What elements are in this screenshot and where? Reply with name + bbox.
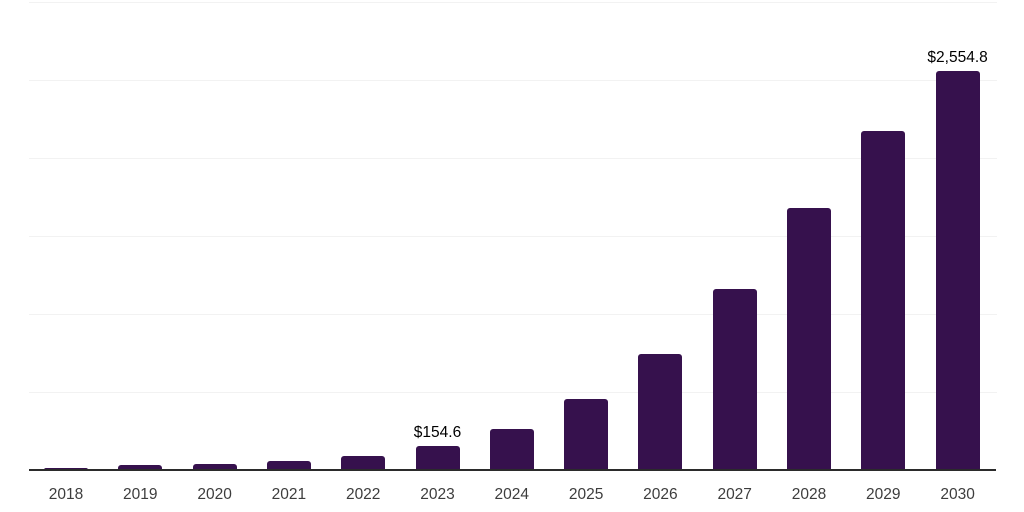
bar-2030[interactable]	[935, 71, 980, 470]
gridline-3000	[29, 2, 997, 3]
x-axis-label-2021: 2021	[271, 486, 307, 503]
bar-2018[interactable]	[44, 467, 88, 470]
x-axis-label-2028: 2028	[791, 486, 827, 503]
gridline-1000	[29, 314, 997, 315]
gridline-2000	[29, 158, 997, 159]
x-axis-label-2027: 2027	[717, 486, 752, 503]
bar-2026[interactable]	[638, 353, 683, 470]
x-axis-label-2020: 2020	[197, 486, 232, 503]
x-axis-label-2030: 2030	[940, 486, 975, 503]
x-axis-label-2019: 2019	[123, 486, 158, 503]
bar-2021[interactable]	[266, 460, 311, 470]
gridline-2500	[29, 80, 997, 81]
x-axis-label-2024: 2024	[494, 486, 530, 503]
bar-2024[interactable]	[489, 428, 534, 470]
x-axis-label-2029: 2029	[866, 486, 901, 503]
x-axis-label-2022: 2022	[345, 486, 381, 503]
bar-2020[interactable]	[192, 463, 237, 470]
bar-2022[interactable]	[341, 455, 386, 470]
bar-2023[interactable]	[415, 445, 460, 470]
x-axis-label-2023: 2023	[420, 486, 455, 503]
bar-2025[interactable]	[564, 399, 609, 470]
data-label-2023: $154.6	[413, 423, 462, 441]
bar-2019[interactable]	[118, 465, 163, 470]
bar-2028[interactable]	[787, 208, 831, 470]
x-axis-label-2018: 2018	[48, 486, 84, 503]
x-axis-line	[29, 469, 996, 471]
x-axis-label-2025: 2025	[568, 486, 604, 503]
gridline-500	[29, 392, 997, 393]
data-label-2030: $2,554.8	[927, 49, 988, 67]
bar-2027[interactable]	[712, 289, 757, 470]
bar-2029[interactable]	[861, 131, 906, 470]
gridline-1500	[29, 236, 997, 237]
x-axis-label-2026: 2026	[643, 486, 678, 503]
